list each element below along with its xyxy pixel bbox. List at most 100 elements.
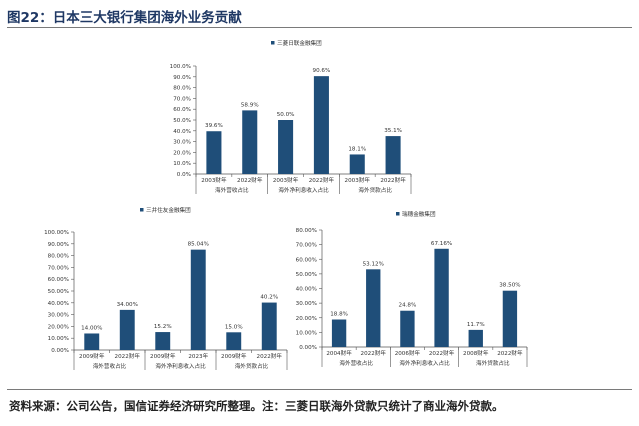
group-label: 海外营收占比 <box>339 359 373 367</box>
data-label: 90.6% <box>313 68 331 74</box>
legend-swatch <box>271 41 275 45</box>
x-tick-label: 2022财年 <box>497 349 523 357</box>
y-tick-label: 50.0% <box>173 118 191 124</box>
data-label: 40.2% <box>260 295 278 301</box>
group-label: 海外贷款占比 <box>476 359 510 367</box>
y-tick-label: 30.00% <box>48 313 69 319</box>
bar <box>242 110 258 174</box>
x-tick-label: 2022财年 <box>361 349 387 357</box>
x-tick-label: 2003财年 <box>273 176 299 184</box>
x-tick-label: 2022财年 <box>429 349 455 357</box>
bar <box>313 76 329 174</box>
y-tick-label: 0.0% <box>177 172 191 178</box>
x-tick-label: 2008财年 <box>463 349 489 357</box>
x-tick-label: 2022财年 <box>309 176 335 184</box>
y-tick-label: 50.00% <box>48 289 69 295</box>
bar <box>226 332 242 350</box>
bottom-rule <box>7 389 632 390</box>
y-tick-label: 40.0% <box>173 129 191 135</box>
y-tick-label: 70.00% <box>296 243 317 249</box>
x-tick-label: 2003财年 <box>345 176 371 184</box>
x-tick-label: 2022财年 <box>257 352 283 360</box>
y-tick-label: 10.00% <box>296 330 317 336</box>
y-tick-label: 80.00% <box>296 228 317 234</box>
x-tick-label: 2023年 <box>188 352 208 360</box>
y-tick-label: 80.00% <box>48 254 69 260</box>
group-label: 海外贷款占比 <box>235 362 269 370</box>
bar <box>349 154 365 174</box>
data-label: 58.9% <box>241 102 259 108</box>
y-tick-label: 20.0% <box>173 150 191 156</box>
bar <box>331 319 347 347</box>
bar <box>84 333 100 350</box>
group-label: 海外贷款占比 <box>358 186 392 194</box>
bar <box>502 290 518 347</box>
legend-swatch <box>140 208 144 212</box>
y-tick-label: 70.00% <box>48 265 69 271</box>
data-label: 15.2% <box>154 324 172 330</box>
bar <box>119 309 135 350</box>
legend-label: 三井住友金融集团 <box>146 206 191 214</box>
data-label: 15.0% <box>225 324 243 330</box>
y-tick-label: 50.00% <box>296 272 317 278</box>
source-note: 资料来源：公司公告，国信证券经济研究所整理。注：三菱日联海外贷款只统计了商业海外… <box>9 399 504 413</box>
bar <box>278 120 294 174</box>
data-label: 24.8% <box>399 303 417 309</box>
figure-title: 图22：日本三大银行集团海外业务贡献 <box>7 10 242 26</box>
x-tick-label: 2009财年 <box>79 352 105 360</box>
y-tick-label: 90.0% <box>173 75 191 81</box>
bar <box>385 136 401 174</box>
x-tick-label: 2006财年 <box>395 349 421 357</box>
group-label: 海外营收占比 <box>215 186 249 194</box>
y-tick-label: 0.00% <box>299 345 317 351</box>
x-tick-label: 2022财年 <box>380 176 406 184</box>
x-tick-label: 2022财年 <box>115 352 141 360</box>
group-label: 海外净利息收入占比 <box>399 359 450 367</box>
top-rule <box>7 27 632 28</box>
y-tick-label: 100.0% <box>170 64 191 70</box>
data-label: 11.7% <box>467 322 485 328</box>
bar <box>434 248 449 347</box>
legend-label: 三菱日联金融集团 <box>277 39 322 47</box>
legend-swatch <box>396 212 400 216</box>
y-tick-label: 40.00% <box>48 301 69 307</box>
bar <box>155 332 171 350</box>
data-label: 14.00% <box>81 325 102 331</box>
data-label: 35.1% <box>384 128 402 134</box>
bar <box>261 302 277 350</box>
y-tick-label: 70.0% <box>173 96 191 102</box>
y-tick-label: 90.00% <box>48 242 69 248</box>
y-tick-label: 60.00% <box>48 277 69 283</box>
data-label: 67.16% <box>431 241 452 247</box>
data-label: 38.50% <box>499 283 520 289</box>
y-tick-label: 60.00% <box>296 257 317 263</box>
y-tick-label: 30.00% <box>296 301 317 307</box>
bar <box>190 249 206 350</box>
legend-label: 瑞穗金融集团 <box>402 210 436 218</box>
data-label: 53.12% <box>363 261 384 267</box>
y-tick-label: 20.00% <box>296 316 317 322</box>
x-tick-label: 2009财年 <box>150 352 176 360</box>
x-tick-label: 2009财年 <box>221 352 247 360</box>
data-label: 18.1% <box>348 146 366 152</box>
bar <box>400 310 415 347</box>
y-tick-label: 60.0% <box>173 107 191 113</box>
x-tick-label: 2022财年 <box>237 176 263 184</box>
bar <box>206 131 222 174</box>
data-label: 18.8% <box>330 312 348 318</box>
data-label: 50.0% <box>277 112 295 118</box>
y-tick-label: 20.00% <box>48 324 69 330</box>
group-label: 海外营收占比 <box>93 362 127 370</box>
data-label: 85.04% <box>188 242 209 248</box>
y-tick-label: 10.00% <box>48 336 69 342</box>
bar <box>468 329 483 347</box>
data-label: 39.6% <box>205 123 223 129</box>
y-tick-label: 10.0% <box>173 161 191 167</box>
y-tick-label: 30.0% <box>173 140 191 146</box>
y-tick-label: 0.00% <box>51 348 69 354</box>
x-tick-label: 2003财年 <box>201 176 227 184</box>
y-tick-label: 100.00% <box>44 230 69 236</box>
